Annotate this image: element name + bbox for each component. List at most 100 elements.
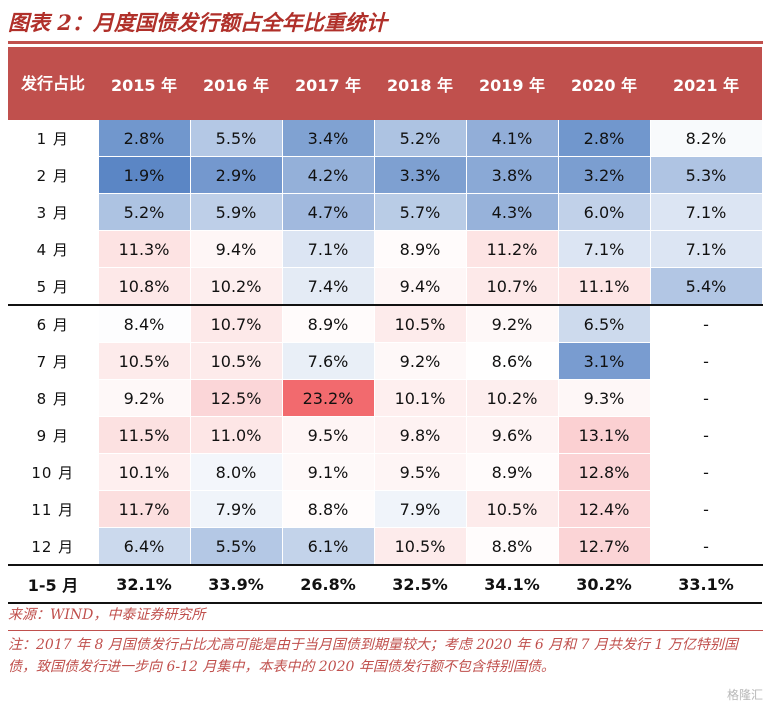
table-row: 7 月 10.5% 10.5% 7.6% 9.2% 8.6% 3.1% -: [8, 342, 763, 380]
share-cell: -: [650, 379, 763, 417]
share-cell: 11.2%: [466, 230, 559, 268]
share-cell: 8.6%: [466, 342, 559, 380]
share-cell: 2.8%: [98, 120, 191, 157]
title-divider: [8, 41, 763, 44]
share-cell: -: [650, 453, 763, 491]
share-cell: 1.9%: [98, 156, 191, 194]
share-cell: 9.3%: [558, 379, 651, 417]
share-cell: 7.4%: [282, 267, 375, 306]
header-row: 发行占比 2015 年 2016 年 2017 年 2018 年 2019 年 …: [8, 47, 762, 120]
year-header: 2018 年: [374, 47, 466, 120]
share-cell: 2.9%: [190, 156, 283, 194]
share-cell: 8.9%: [282, 304, 375, 343]
share-cell: 4.2%: [282, 156, 375, 194]
share-cell: 10.7%: [466, 267, 559, 306]
share-cell: 10.8%: [98, 267, 191, 306]
source-divider: [8, 630, 763, 631]
month-label: 7 月: [8, 342, 99, 380]
share-cell: 9.1%: [282, 453, 375, 491]
share-cell: 6.4%: [98, 527, 191, 566]
share-cell: 9.4%: [374, 267, 467, 306]
share-cell: 9.5%: [374, 453, 467, 491]
share-cell: 10.7%: [190, 304, 283, 343]
share-cell: 7.1%: [650, 230, 763, 268]
share-cell: 9.2%: [374, 342, 467, 380]
share-cell: 10.2%: [190, 267, 283, 306]
share-cell: 3.8%: [466, 156, 559, 194]
share-cell: 8.9%: [466, 453, 559, 491]
month-label: 6 月: [8, 304, 99, 343]
share-cell: 12.4%: [558, 490, 651, 528]
table-row: 8 月 9.2% 12.5% 23.2% 10.1% 10.2% 9.3% -: [8, 379, 763, 417]
share-cell: 5.7%: [374, 193, 467, 231]
total-cell: 30.2%: [558, 564, 650, 604]
share-cell: 3.2%: [558, 156, 651, 194]
total-cell: 33.1%: [650, 564, 762, 604]
share-cell: 7.1%: [650, 193, 763, 231]
share-cell: 5.5%: [190, 527, 283, 566]
month-label: 9 月: [8, 416, 99, 454]
share-cell: 6.0%: [558, 193, 651, 231]
total-row: 1-5 月 32.1% 33.9% 26.8% 32.5% 34.1% 30.2…: [8, 564, 762, 604]
share-cell: 7.6%: [282, 342, 375, 380]
year-header: 2020 年: [558, 47, 650, 120]
share-cell: 11.1%: [558, 267, 651, 306]
table-row: 11 月 11.7% 7.9% 8.8% 7.9% 10.5% 12.4% -: [8, 490, 763, 528]
share-cell: 5.2%: [98, 193, 191, 231]
month-label: 11 月: [8, 490, 99, 528]
share-cell: 11.0%: [190, 416, 283, 454]
share-cell: 10.2%: [466, 379, 559, 417]
share-cell: -: [650, 490, 763, 528]
share-cell: 4.1%: [466, 120, 559, 157]
share-cell: 5.5%: [190, 120, 283, 157]
share-cell: 9.4%: [190, 230, 283, 268]
total-cell: 32.5%: [374, 564, 466, 604]
table-row: 9 月 11.5% 11.0% 9.5% 9.8% 9.6% 13.1% -: [8, 416, 763, 454]
month-label: 8 月: [8, 379, 99, 417]
share-cell: 8.4%: [98, 304, 191, 343]
share-cell: 9.5%: [282, 416, 375, 454]
table-row: 5 月 10.8% 10.2% 7.4% 9.4% 10.7% 11.1% 5.4%: [8, 267, 763, 306]
page-title: 图表 2：月度国债发行额占全年比重统计: [8, 10, 387, 35]
month-label: 5 月: [8, 267, 99, 306]
share-cell: 4.7%: [282, 193, 375, 231]
share-cell: 9.2%: [466, 304, 559, 343]
share-cell: 2.8%: [558, 120, 651, 157]
share-cell: 6.5%: [558, 304, 651, 343]
month-label: 12 月: [8, 527, 99, 566]
month-label: 2 月: [8, 156, 99, 194]
watermark: 格隆汇: [726, 688, 763, 702]
share-cell: 7.9%: [374, 490, 467, 528]
table-body: 1 月 2.8% 5.5% 3.4% 5.2% 4.1% 2.8% 8.2% 2 月 1.9% 2.…: [8, 120, 763, 566]
share-cell: 9.6%: [466, 416, 559, 454]
share-cell: 6.1%: [282, 527, 375, 566]
month-label: 4 月: [8, 230, 99, 268]
share-cell: 23.2%: [282, 379, 375, 417]
year-header: 2017 年: [282, 47, 374, 120]
corner-header: 发行占比: [8, 47, 98, 120]
share-cell: 7.9%: [190, 490, 283, 528]
share-cell: -: [650, 527, 763, 566]
share-cell: 4.3%: [466, 193, 559, 231]
share-cell: 7.1%: [282, 230, 375, 268]
share-cell: 5.2%: [374, 120, 467, 157]
month-label: 1 月: [8, 120, 99, 157]
share-cell: 5.3%: [650, 156, 763, 194]
share-cell: 3.3%: [374, 156, 467, 194]
share-cell: 11.3%: [98, 230, 191, 268]
share-cell: 10.1%: [374, 379, 467, 417]
month-label: 3 月: [8, 193, 99, 231]
share-cell: 9.8%: [374, 416, 467, 454]
share-cell: 7.1%: [558, 230, 651, 268]
share-cell: 9.2%: [98, 379, 191, 417]
month-label: 10 月: [8, 453, 99, 491]
share-cell: 8.0%: [190, 453, 283, 491]
total-label: 1-5 月: [8, 564, 98, 604]
issuance-share-table: 发行占比 2015 年 2016 年 2017 年 2018 年 2019 年 …: [8, 47, 763, 604]
share-cell: 5.9%: [190, 193, 283, 231]
share-cell: 10.1%: [98, 453, 191, 491]
table-row: 12 月 6.4% 5.5% 6.1% 10.5% 8.8% 12.7% -: [8, 527, 763, 566]
share-cell: -: [650, 342, 763, 380]
total-cell: 26.8%: [282, 564, 374, 604]
table-row: 3 月 5.2% 5.9% 4.7% 5.7% 4.3% 6.0% 7.1%: [8, 193, 763, 231]
